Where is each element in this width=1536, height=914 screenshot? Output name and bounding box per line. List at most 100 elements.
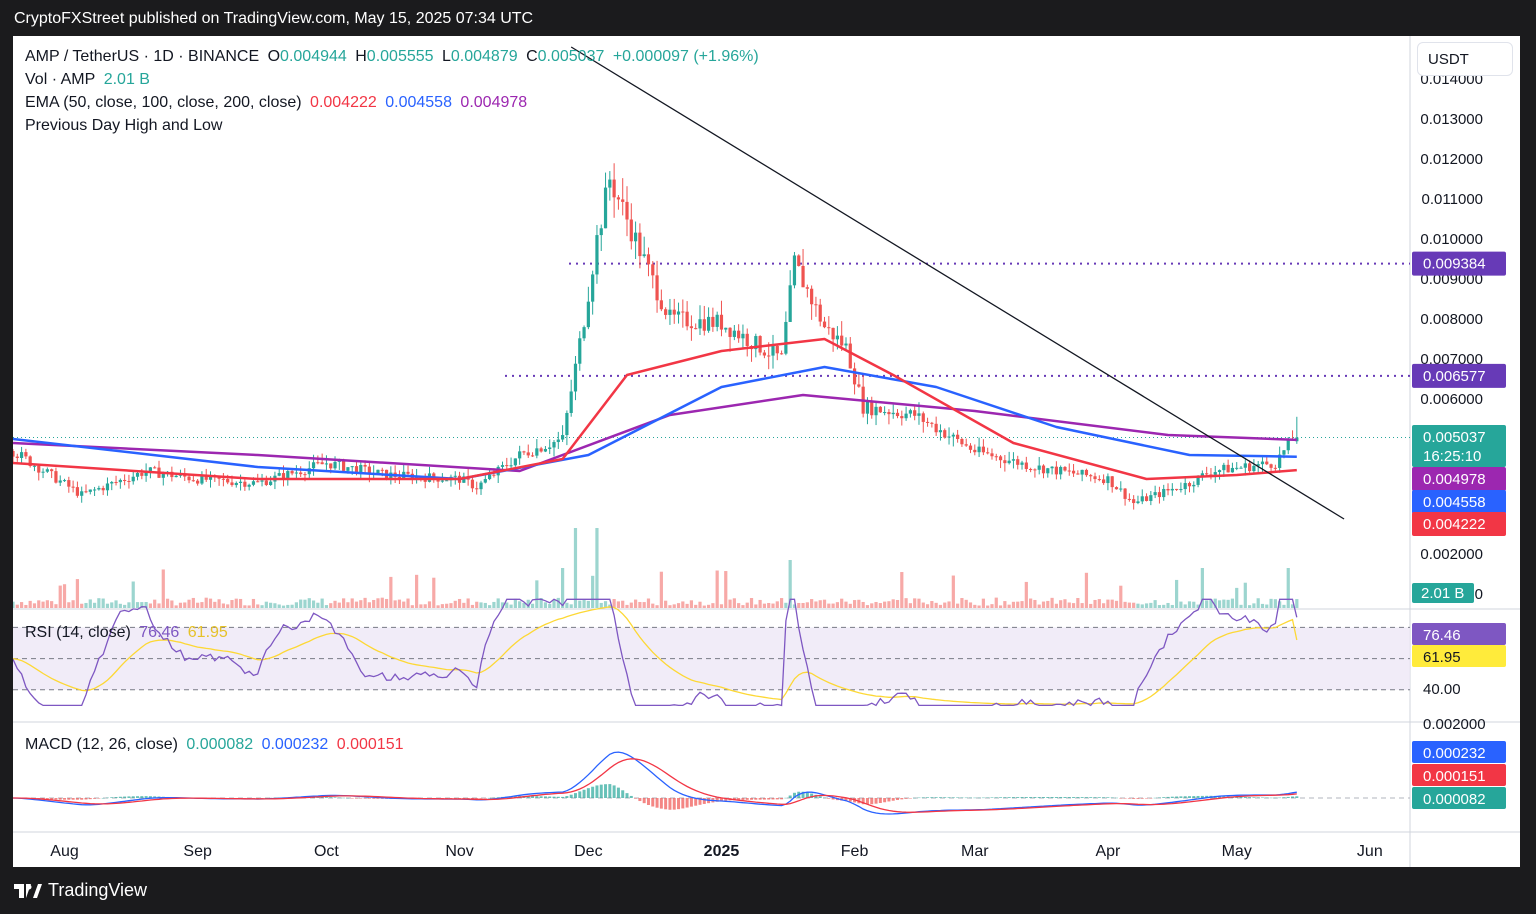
volume-bar — [1020, 601, 1024, 608]
macd-hist-bar — [1072, 797, 1076, 798]
macd-hist-bar — [329, 797, 333, 798]
macd-hist-bar — [655, 798, 659, 808]
candle-body — [934, 423, 938, 433]
macd-hist-bar — [1093, 797, 1097, 798]
volume-bar — [54, 604, 58, 608]
macd-hist-bar — [938, 797, 942, 798]
volume-bar — [165, 598, 170, 608]
macd-hist-bar — [54, 798, 58, 800]
volume-bar — [732, 598, 736, 608]
rsi-ma-value: 61.95 — [187, 624, 228, 641]
volume-bar — [792, 604, 797, 608]
volume-bar — [951, 575, 955, 608]
macd-hist-bar — [788, 795, 792, 798]
macd-label[interactable]: MACD (12, 26, close) — [25, 736, 178, 753]
candle-body — [1226, 464, 1230, 473]
volume-bar — [977, 605, 981, 608]
macd-hist-bar — [63, 798, 67, 800]
volume-bar — [183, 602, 187, 608]
macd-hist-bar — [1200, 795, 1204, 798]
volume-bar — [543, 602, 548, 608]
low-label: L — [441, 48, 451, 65]
volume-bar — [857, 599, 861, 608]
volume-bar — [316, 602, 320, 608]
candle-body — [814, 304, 818, 306]
volume-bar — [1050, 597, 1054, 608]
volume-bar — [337, 602, 341, 608]
macd-hist-bar — [1097, 797, 1101, 798]
candle-body — [208, 475, 213, 480]
tradingview-logo-icon — [14, 883, 42, 898]
candle-body — [973, 449, 977, 453]
candle-body — [595, 235, 599, 275]
candle-body — [101, 487, 105, 491]
volume-bar — [277, 604, 281, 608]
candle-body — [62, 480, 67, 482]
macd-hist-bar — [488, 797, 492, 799]
symbol-label[interactable]: AMP / TetherUS · 1D · BINANCE — [25, 48, 260, 65]
candle-body — [569, 391, 573, 413]
macd-hist-bar — [810, 793, 814, 798]
volume-bar — [1119, 585, 1123, 608]
candle-body — [1024, 462, 1028, 470]
candle-body — [694, 328, 698, 330]
macd-hist-bar — [1084, 797, 1088, 798]
volume-bar — [41, 601, 45, 608]
volume-bar — [118, 603, 122, 608]
candle-body — [578, 338, 582, 364]
candle-body — [1213, 472, 1217, 475]
candle-body — [543, 449, 548, 452]
macd-hist-bar — [1260, 797, 1264, 799]
rsi-line — [13, 598, 1298, 707]
volume-bar — [384, 598, 389, 608]
volume-bar — [1136, 603, 1140, 608]
currency-selector[interactable]: USDT — [1417, 42, 1513, 76]
time-axis-label: Jun — [1357, 843, 1383, 860]
macd-hist-bar — [775, 798, 779, 800]
volume-bar — [1269, 598, 1273, 608]
volume-bar — [779, 598, 784, 608]
macd-hist-bar — [1286, 796, 1290, 798]
volume-bar — [1273, 599, 1277, 608]
candle-body — [818, 304, 822, 322]
macd-hist-bar — [97, 798, 101, 799]
volume-bar — [131, 581, 135, 608]
candle-body — [1106, 476, 1110, 484]
footer-brand[interactable]: TradingView — [14, 880, 147, 901]
volume-bar — [45, 600, 49, 608]
candle-body — [1196, 475, 1200, 485]
macd-hist-bar — [719, 798, 723, 802]
volume-bar — [998, 605, 1003, 608]
vol-label[interactable]: Vol · AMP — [25, 71, 96, 88]
macd-hist-bar — [754, 798, 758, 800]
tag-ema200-bg — [1412, 467, 1506, 491]
ema-label[interactable]: EMA (50, close, 100, close, 200, close) — [25, 94, 302, 111]
macd-hist-bar — [110, 797, 114, 798]
volume-bar — [187, 599, 191, 608]
rsi-label[interactable]: RSI (14, close) — [25, 624, 131, 641]
tag-rsi-bg — [1412, 623, 1506, 645]
volume-bar — [908, 603, 912, 608]
candle-body — [775, 345, 779, 354]
volume-bar — [264, 601, 268, 608]
chart-panel[interactable]: 0.014000 0.013000 0.012000 0.011000 0.010000… — [13, 36, 1520, 867]
candle-body — [805, 287, 809, 289]
chart-canvas[interactable]: 0.0140000.0130000.0120000.0110000.010000… — [13, 36, 1520, 867]
candle-body — [960, 439, 964, 445]
volume-bar — [599, 602, 603, 608]
volume-bar — [1011, 601, 1016, 608]
price-axis-label: 0.013000 — [1420, 111, 1483, 128]
candle-body — [1084, 469, 1089, 476]
candle-body — [41, 471, 45, 473]
volume-bar — [1037, 604, 1041, 608]
volume-bar — [1102, 603, 1106, 608]
pdhl-legend[interactable]: Previous Day High and Low — [25, 117, 223, 134]
volume-bar — [956, 603, 960, 608]
close-value: 0.005037 — [537, 48, 605, 65]
macd-hist-bar — [1218, 795, 1222, 798]
macd-hist-bar — [539, 796, 543, 798]
macd-hist-bar — [969, 797, 973, 799]
volume-bar — [466, 598, 470, 608]
candle-body — [92, 489, 97, 491]
volume-bar — [921, 602, 925, 608]
